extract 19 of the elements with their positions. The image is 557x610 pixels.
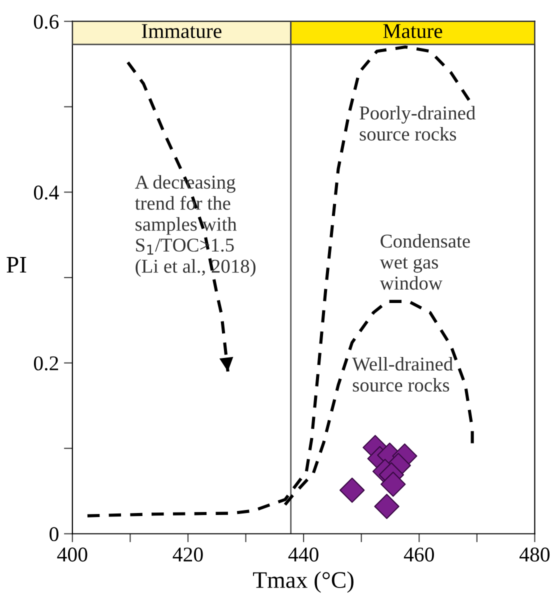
- x-tick-label: 420: [172, 548, 203, 562]
- y-axis-title: PI: [6, 257, 26, 273]
- x-axis-title: Tmax (°C): [253, 571, 354, 593]
- annotation: Poorly-drained source rocks: [360, 106, 476, 141]
- x-tick-label: 440: [288, 548, 318, 562]
- point: [374, 494, 400, 520]
- point: [340, 478, 365, 503]
- x-tick-label: 400: [57, 548, 88, 562]
- y-tick-label: 0.6: [34, 14, 59, 29]
- band-label: Immature: [142, 24, 222, 38]
- x-tick-label: 460: [404, 548, 434, 562]
- y-tick-label: 0: [50, 527, 58, 542]
- annotation: Well-drained source rocks: [352, 356, 453, 392]
- y-tick-label: 0.4: [34, 186, 59, 200]
- point: [380, 472, 406, 497]
- annotation: Condensate wet gas window: [380, 234, 470, 290]
- band-label: Mature: [383, 24, 442, 38]
- y-tick-label: 0.2: [34, 356, 58, 370]
- x-tick-label: 480: [520, 548, 550, 562]
